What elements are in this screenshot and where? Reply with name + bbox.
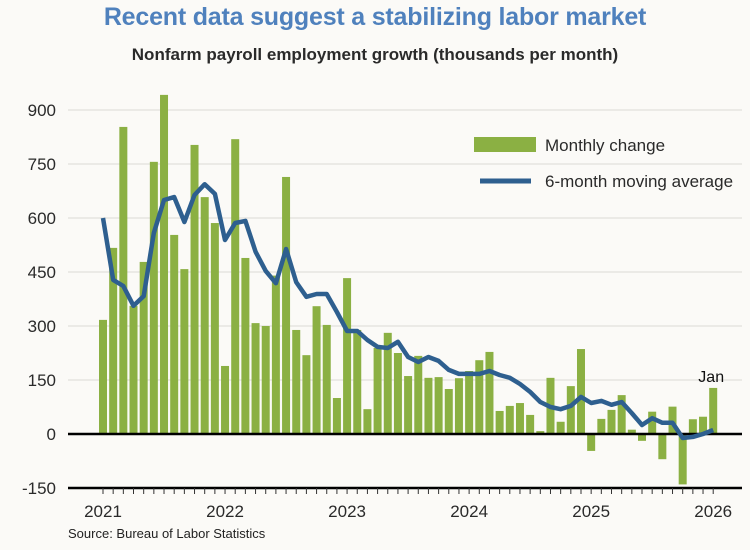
y-axis: -150 0 150 300 450 600 750 900	[22, 101, 56, 498]
bar-2023-10	[434, 377, 443, 434]
bar-2024-11	[566, 386, 575, 434]
y-tick-label: 450	[28, 263, 56, 282]
bar-2024-03	[485, 351, 494, 434]
bar-2025-04	[617, 395, 626, 434]
x-tick-label: 2023	[328, 502, 366, 521]
x-tick-label: 2025	[572, 502, 610, 521]
chart-subtitle: Nonfarm payroll employment growth (thous…	[131, 45, 619, 64]
bar-2022-06	[271, 275, 280, 434]
bar-2021-09	[180, 269, 189, 434]
bar-2023-11	[444, 389, 453, 434]
y-tick-label: 0	[47, 425, 56, 444]
moving-average-line	[100, 181, 715, 441]
bar-2022-11	[322, 324, 331, 434]
bar-2022-09	[302, 355, 311, 434]
bar-2025-02	[597, 418, 606, 434]
x-tick-label: 2024	[450, 502, 488, 521]
bar-2022-01	[221, 365, 230, 434]
bar-2024-02	[475, 360, 484, 434]
bar-2022-03	[241, 257, 250, 434]
bar-2025-05	[627, 429, 636, 434]
bar-2024-07	[526, 414, 535, 434]
bar-2025-03	[607, 409, 616, 434]
bar-2025-09	[668, 406, 677, 434]
bar-2025-08	[658, 434, 667, 460]
bar-2023-08	[414, 355, 423, 434]
bar-2023-07	[404, 376, 413, 434]
legend-label-monthly-change: Monthly change	[545, 136, 665, 155]
x-tick-label: 2026	[694, 502, 732, 521]
bar-2023-02	[353, 329, 362, 434]
legend-label-moving-average: 6-month moving average	[545, 172, 733, 191]
x-tick-label: 2021	[84, 502, 122, 521]
bar-2024-06	[515, 403, 524, 434]
source-note: Source: Bureau of Labor Statistics	[68, 526, 266, 541]
bar-2024-12	[576, 349, 585, 434]
y-tick-label: 900	[28, 101, 56, 120]
bar-2023-04	[373, 347, 382, 434]
bar-2023-05	[383, 332, 392, 434]
bar-2025-12	[699, 416, 708, 434]
y-tick-label: -150	[22, 479, 56, 498]
bar-2021-01	[99, 319, 107, 434]
y-tick-label: 300	[28, 317, 56, 336]
bar-2023-06	[393, 353, 402, 434]
y-tick-label: 600	[28, 209, 56, 228]
bar-2022-12	[332, 398, 341, 434]
bar-2022-10	[312, 306, 321, 434]
bar-2025-07	[648, 411, 657, 434]
bar-2022-02	[231, 139, 240, 434]
bar-2021-10	[190, 144, 199, 435]
bar-2024-01	[465, 371, 474, 434]
legend: Monthly change 6-month moving average	[474, 136, 733, 191]
bar-2021-06	[149, 161, 158, 434]
annotation-jan: Jan	[698, 369, 724, 386]
legend-swatch-monthly-change	[474, 137, 536, 152]
bar-2023-01	[343, 278, 352, 434]
bar-2021-08	[170, 234, 179, 434]
bar-2021-12	[210, 223, 219, 434]
bar-2022-07	[282, 176, 291, 434]
bar-2026-01	[709, 387, 718, 434]
bar-2024-05	[505, 405, 514, 434]
y-tick-label: 750	[28, 155, 56, 174]
y-tick-label: 150	[28, 371, 56, 390]
bar-2024-10	[556, 421, 565, 434]
bar-2021-03	[119, 126, 128, 435]
bar-2022-04	[251, 323, 260, 434]
bar-2025-06	[638, 434, 647, 441]
x-axis: 2021 2022 2023 2024 2025 2026	[84, 488, 732, 521]
x-tick-label: 2022	[206, 502, 244, 521]
bar-2024-08	[536, 431, 545, 434]
bar-2025-10	[678, 434, 687, 485]
bar-2023-12	[454, 378, 463, 434]
bar-2021-07	[160, 94, 169, 434]
bar-2021-05	[139, 261, 148, 434]
bar-2023-03	[363, 409, 372, 434]
bar-2023-09	[424, 377, 433, 434]
bar-2021-02	[109, 247, 118, 434]
bar-2025-01	[587, 434, 596, 451]
bar-2025-11	[688, 419, 697, 434]
chart-title: Recent data suggest a stabilizing labor …	[103, 3, 647, 31]
bar-2022-08	[292, 329, 301, 434]
bars-series	[99, 94, 718, 485]
bar-2021-11	[200, 197, 209, 434]
bar-2021-04	[129, 305, 138, 434]
bar-2024-04	[495, 410, 504, 434]
bar-2022-05	[261, 326, 270, 434]
